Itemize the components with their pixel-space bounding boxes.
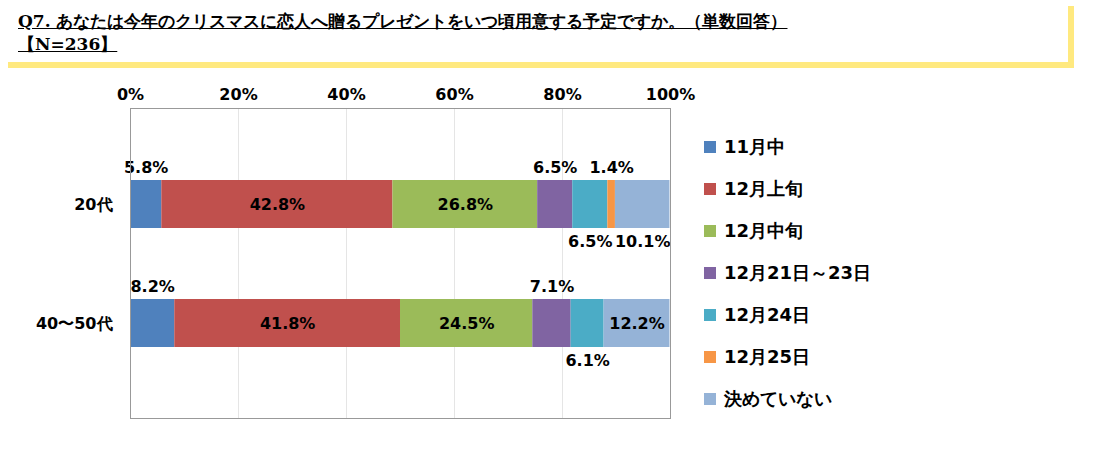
svg-text:6.5%: 6.5% <box>568 232 612 251</box>
svg-text:7.1%: 7.1% <box>530 277 574 296</box>
svg-text:26.8%: 26.8% <box>438 195 494 214</box>
html-text:Q7. あなたは今年のクリスマスに恋人へ贈るプレゼントをいつ: Q7. あなたは今年のクリスマスに恋人へ贈るプレゼントをいつ頃用意する予定ですか… <box>18 11 788 31</box>
svg-text:6.1%: 6.1% <box>565 351 609 370</box>
svg-text:60%: 60% <box>435 85 473 104</box>
html-text:12月25日: 12月25日 <box>724 346 811 367</box>
svg-text:0%: 0% <box>117 85 144 104</box>
svg-text:12.2%: 12.2% <box>609 314 665 333</box>
svg-text:10.1%: 10.1% <box>615 232 671 251</box>
svg-text:40%: 40% <box>327 85 365 104</box>
svg-text:8.2%: 8.2% <box>130 277 174 296</box>
svg-text:20%: 20% <box>219 85 257 104</box>
html-text:【N=236】: 【N=236】 <box>18 34 118 54</box>
svg-text:40〜50代: 40〜50代 <box>36 314 113 333</box>
svg-text:20代: 20代 <box>74 195 112 214</box>
svg-text:6.5%: 6.5% <box>533 158 577 177</box>
svg-text:1.4%: 1.4% <box>589 158 633 177</box>
html-text:11月中: 11月中 <box>724 136 786 157</box>
html-text:12月24日: 12月24日 <box>724 304 811 325</box>
svg-text:100%: 100% <box>646 85 695 104</box>
html-text:決めていない: 決めていない <box>724 388 832 409</box>
svg-text:42.8%: 42.8% <box>250 195 306 214</box>
html-text:12月中旬: 12月中旬 <box>724 220 804 241</box>
svg-text:41.8%: 41.8% <box>260 314 316 333</box>
svg-text:5.8%: 5.8% <box>124 157 169 177</box>
html-text:12月上旬: 12月上旬 <box>724 178 804 199</box>
html-text:12月21日～23日: 12月21日～23日 <box>724 262 872 283</box>
svg-text:24.5%: 24.5% <box>439 314 495 333</box>
svg-text:80%: 80% <box>543 85 581 104</box>
